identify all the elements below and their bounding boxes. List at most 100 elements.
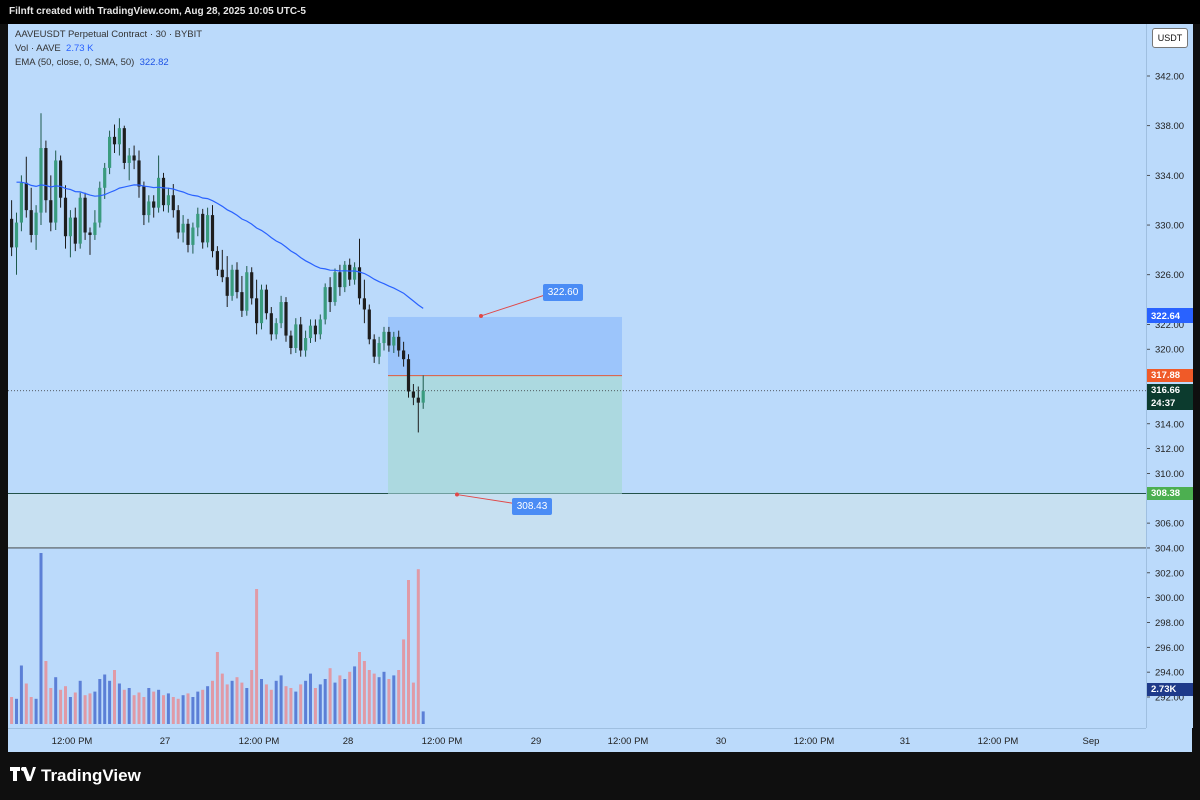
legend-ema-value: 322.82 <box>139 57 169 68</box>
price-chart[interactable] <box>8 24 1146 728</box>
volume-bar <box>269 689 273 724</box>
candle <box>137 150 141 198</box>
candle-body <box>220 269 224 278</box>
price-tick-label: 334.00 <box>1155 171 1184 182</box>
candle <box>294 318 298 353</box>
time-tick-label: 30 <box>716 736 727 747</box>
candle-body <box>264 289 268 314</box>
candle-body <box>392 336 396 346</box>
candle <box>323 283 327 325</box>
price-tick-label: 306.00 <box>1155 519 1184 530</box>
volume-bar <box>392 675 396 724</box>
volume-bar <box>416 569 420 724</box>
volume-bar <box>132 695 136 724</box>
volume-bar <box>162 695 165 724</box>
volume-bar <box>407 580 410 724</box>
candle-body <box>68 217 72 237</box>
candle <box>210 205 215 258</box>
price-tick-label: 330.00 <box>1155 221 1184 232</box>
brand-name: TradingView <box>41 766 141 785</box>
candle-body <box>421 390 425 403</box>
volume-bar <box>64 686 67 724</box>
legend-volume[interactable]: Vol · AAVE 2.73 K <box>15 42 202 56</box>
candle <box>112 124 117 154</box>
candle <box>411 384 415 406</box>
volume-bar <box>78 680 82 724</box>
candle <box>367 304 371 345</box>
volume-bar <box>215 652 219 724</box>
target-anchor <box>479 313 483 318</box>
top-bar: Filnft created with TradingView.com, Aug… <box>0 0 1200 24</box>
candle <box>333 268 337 306</box>
legend-symbol[interactable]: AAVEUSDT Perpetual Contract · 30 · BYBIT <box>15 29 203 40</box>
candle <box>39 113 43 226</box>
candle <box>353 262 357 285</box>
volume-bar <box>289 688 293 724</box>
volume-bar <box>49 688 53 724</box>
volume-bar <box>176 698 180 724</box>
candle <box>132 145 136 170</box>
candle <box>220 249 224 283</box>
candle-body <box>49 200 53 223</box>
volume-bar <box>250 670 254 724</box>
candle <box>49 175 53 232</box>
candle-body <box>284 302 288 336</box>
candle <box>127 148 131 181</box>
candle-body <box>117 128 121 145</box>
candle-body <box>269 313 273 335</box>
candle <box>142 181 146 226</box>
candle-body <box>147 201 151 216</box>
candle-body <box>245 272 249 311</box>
volume-bar <box>24 683 28 724</box>
candle <box>147 195 151 223</box>
price-tick-label: 338.00 <box>1155 121 1184 132</box>
tradingview-logo[interactable]: TradingView <box>10 766 141 786</box>
volume-bar <box>157 689 161 724</box>
volume-bar <box>225 684 229 724</box>
time-axis[interactable]: 12:00 PM 27 12:00 PM 28 12:00 PM 29 12:00 PM 30… <box>8 728 1146 753</box>
candle-body <box>201 213 205 243</box>
chart-plot-area[interactable]: AAVEUSDT Perpetual Contract · 30 · BYBIT… <box>8 24 1146 728</box>
candle <box>29 187 33 243</box>
candle <box>299 316 303 357</box>
volume-bar <box>83 695 87 724</box>
target-price-label[interactable]: 322.60 <box>543 284 583 301</box>
candle-body <box>122 128 126 163</box>
candle <box>103 162 107 199</box>
candle <box>318 314 322 340</box>
volume-bar <box>318 684 322 724</box>
currency-button[interactable]: USDT <box>1152 28 1188 48</box>
legend-vol-label: Vol · AAVE <box>15 43 61 54</box>
candle <box>240 275 244 317</box>
candle <box>63 185 68 249</box>
candle <box>264 284 268 320</box>
price-axis[interactable]: 342.00 338.00 334.00 330.00 326.00 322.00 320.… <box>1146 24 1193 728</box>
time-tick-label: 27 <box>160 736 171 747</box>
time-tick-label: 29 <box>531 736 542 747</box>
candle-body <box>166 195 170 206</box>
candle-body <box>357 267 362 299</box>
price-tag: 308.38 <box>1147 487 1193 501</box>
volume-bar <box>313 688 317 724</box>
candle-body <box>210 215 215 252</box>
time-tick-label: 12:00 PM <box>422 736 463 747</box>
candle <box>54 150 58 231</box>
target-pointer <box>480 293 549 317</box>
stop-price-label[interactable]: 308.43 <box>512 498 552 515</box>
candle-body <box>191 227 195 245</box>
volume-bar <box>372 673 376 724</box>
candle-body <box>34 212 38 235</box>
candle <box>392 331 396 353</box>
volume-bar <box>279 675 283 724</box>
candle <box>274 318 278 340</box>
candle-body <box>323 287 327 320</box>
volume-bar <box>103 674 107 724</box>
volume-bar <box>284 686 288 724</box>
candle-body <box>353 267 357 280</box>
candle-body <box>161 177 166 206</box>
candle-body <box>142 186 146 216</box>
axis-corner <box>1146 728 1192 752</box>
candle-body <box>255 298 259 324</box>
legend-ema[interactable]: EMA (50, close, 0, SMA, 50) 322.82 <box>15 56 202 70</box>
candle-body <box>225 277 229 296</box>
